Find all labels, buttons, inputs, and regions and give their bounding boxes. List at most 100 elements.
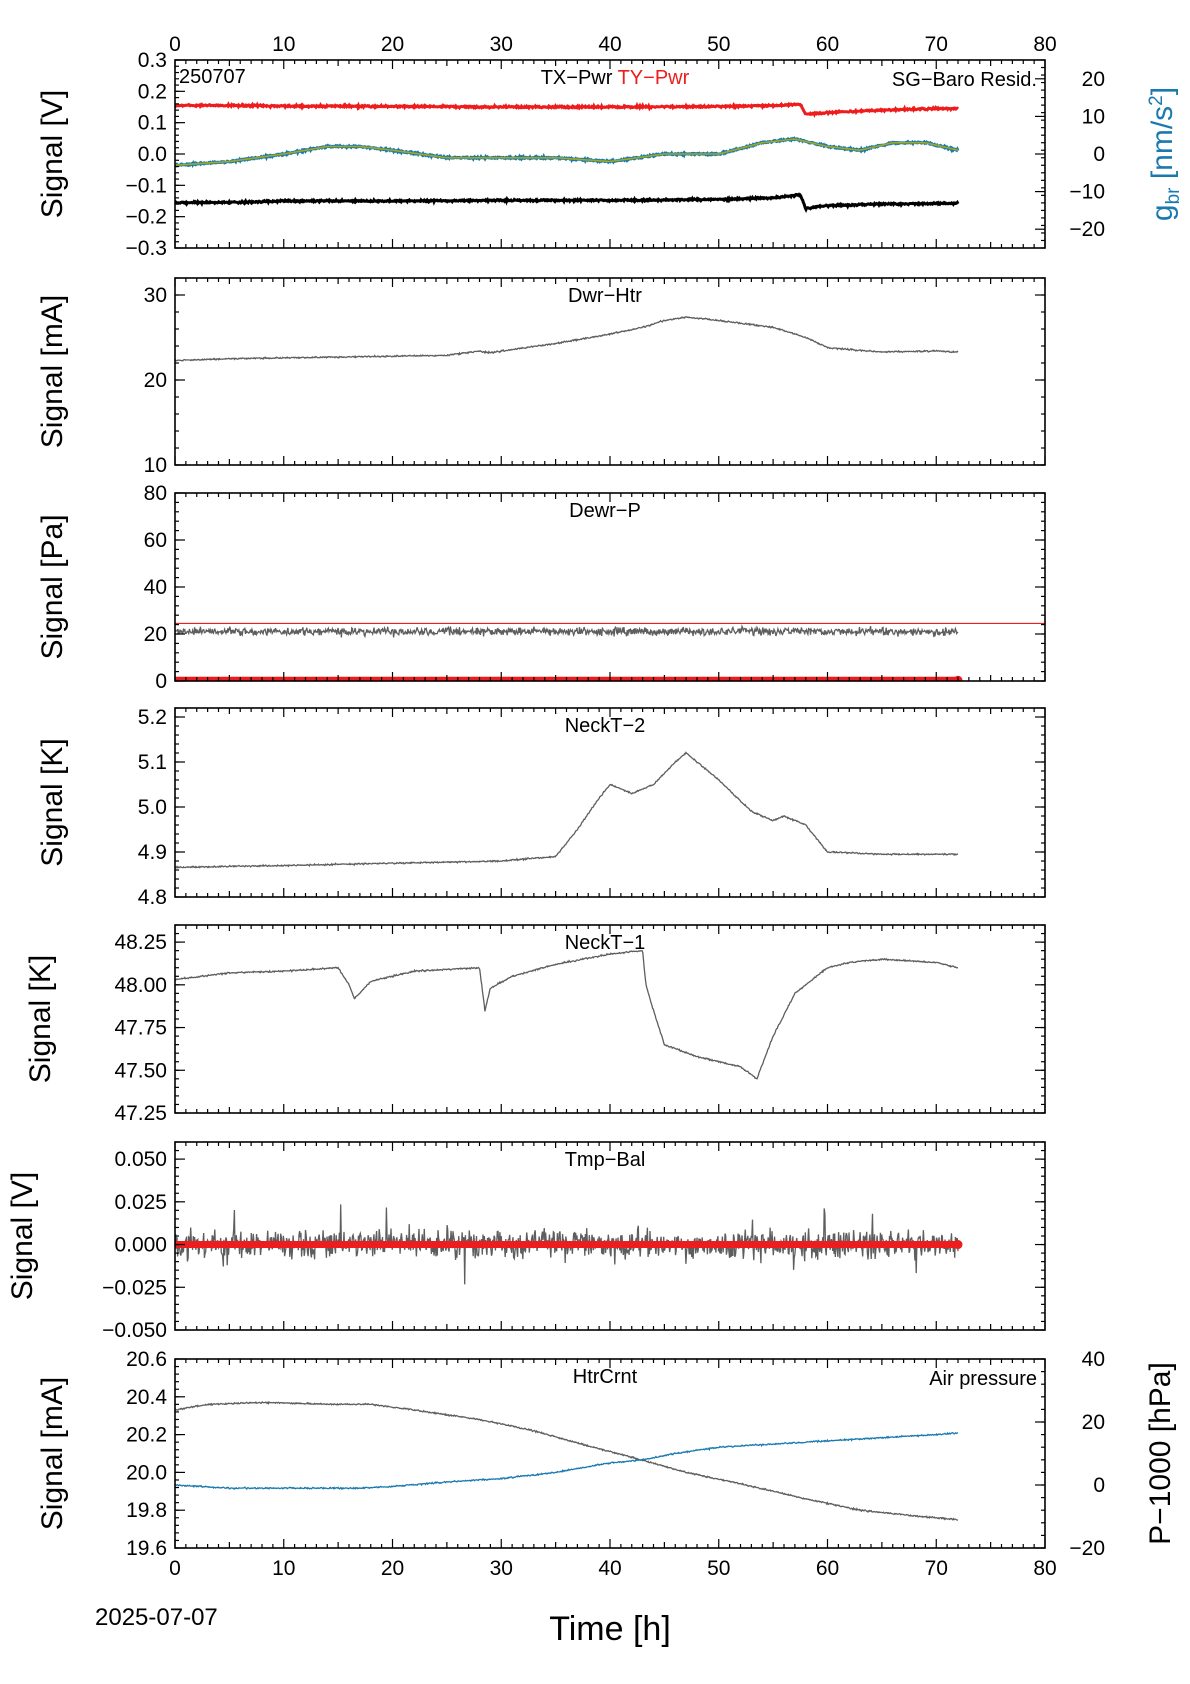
y-tick-label-p4: 4.9 [138,841,167,864]
y-tick-label-p4: 5.2 [138,706,167,729]
panel-p1: −0.3 −0.2 −0.1 0.0 0.1 0.2 0.3 −20 −10 0 10 20 0 10 20… [36,33,1184,260]
x-tick-label-bottom: 40 [598,1557,621,1580]
x-tick-label-top: 40 [598,33,621,56]
series-p6-1-end [953,1240,963,1250]
panel-title-p1: TX−Pwr TY−Pwr [541,67,690,89]
y-right-tick-label-p1: 0 [1093,143,1105,166]
y-axis-label-p1: Signal [V] [36,90,69,218]
panel-right-title-p7: Air pressure [929,1368,1037,1390]
plot-area-p6 [175,1204,963,1285]
x-tick-label-bottom: 50 [707,1557,730,1580]
x-tick-label-top: 60 [816,33,839,56]
date-label: 2025-07-07 [95,1604,218,1631]
panel-p3: 0 20 40 60 80 Signal [Pa] Dewr−P [36,482,1046,693]
y-tick-label-p1: −0.3 [126,237,167,260]
y-right-tick-label-p7: 20 [1082,1411,1105,1434]
panel-title-p5: NeckT−1 [565,932,646,954]
series-p6-0 [175,1204,959,1285]
title-ty: TY−Pwr [618,67,690,89]
y-right-tick-label-p1: 20 [1082,68,1105,91]
panel-p4: 4.8 4.9 5.0 5.1 5.2 Signal [K] NeckT−2 [36,706,1046,909]
x-tick-label-bottom: 30 [490,1557,513,1580]
y-tick-label-p7: 20.2 [126,1424,167,1447]
y-tick-label-p4: 4.8 [138,886,167,909]
y-tick-label-p2: 20 [144,369,167,392]
x-tick-label-top: 0 [169,33,181,56]
x-tick-label-top: 30 [490,33,513,56]
y-axis-label-p4: Signal [K] [36,738,69,866]
x-tick-label-bottom: 60 [816,1557,839,1580]
y-tick-label-p3: 0 [155,670,167,693]
y-right-label-part: g [1146,204,1179,221]
y-right-label-part: ] [1146,87,1179,95]
x-tick-label-bottom: 0 [169,1557,181,1580]
series-p5-0 [175,950,959,1080]
x-tick-label-bottom: 80 [1033,1557,1056,1580]
panel-title-p6: Tmp−Bal [565,1149,646,1171]
y-right-axis-label-p7: P−1000 [hPa] [1144,1362,1177,1545]
y-tick-label-p2: 10 [144,454,167,477]
x-tick-label-top: 50 [707,33,730,56]
series-p2-0 [175,316,959,362]
y-right-tick-label-p7: 40 [1082,1348,1105,1371]
panel-p6: −0.050 −0.025 0.000 0.025 0.050 Signal [V] Tmp… [6,1141,1046,1342]
x-tick-label-top: 70 [925,33,948,56]
panel-title-p4: NeckT−2 [565,715,646,737]
y-right-label-part: br [1163,187,1184,205]
series-p7-1 [175,1431,959,1491]
y-tick-label-p3: 60 [144,529,167,552]
y-tick-label-p1: 0.1 [138,112,167,135]
x-tick-label-top: 10 [272,33,295,56]
y-right-tick-label-p7: 0 [1093,1474,1105,1497]
series-p4-0 [175,751,959,869]
x-axis-label: Time [h] [549,1610,671,1648]
y-tick-label-p1: −0.1 [126,174,167,197]
plot-area-p5 [175,950,959,1080]
plot-area-p7 [175,1400,959,1521]
y-tick-label-p1: 0.0 [138,143,167,166]
y-tick-label-p6: −0.050 [102,1319,167,1342]
panel-p5: 47.25 47.50 47.75 48.00 48.25 Signal [K] NeckT… [24,924,1046,1125]
y-tick-label-p5: 47.25 [114,1102,167,1125]
y-axis-label-p6: Signal [V] [6,1172,39,1300]
y-right-axis-label-p1: gbr [nm/s2] [1146,87,1184,221]
panel-right-title-p1: SG−Baro Resid. [892,69,1037,91]
y-tick-label-p4: 5.1 [138,751,167,774]
y-tick-label-p6: −0.025 [102,1276,167,1299]
y-tick-label-p3: 20 [144,623,167,646]
y-right-label-part: [nm/s [1146,106,1179,188]
panel-title-p7: HtrCrnt [573,1366,638,1388]
y-tick-label-p1: −0.2 [126,206,167,229]
series-p7-0 [175,1400,959,1521]
y-axis-label-p2: Signal [mA] [36,295,69,448]
title-tx: TX−Pwr [541,67,618,89]
y-tick-label-p1: 0.3 [138,49,167,72]
y-right-tick-label-p7: −20 [1069,1537,1105,1560]
x-tick-label-bottom: 10 [272,1557,295,1580]
x-tick-label-bottom: 20 [381,1557,404,1580]
y-axis-label-p5: Signal [K] [24,955,57,1083]
series-p3-0 [175,624,959,639]
plot-area-p4 [175,751,959,869]
y-tick-label-p7: 20.6 [126,1348,167,1371]
y-tick-label-p7: 20.0 [126,1461,167,1484]
y-axis-label-p3: Signal [Pa] [36,514,69,659]
y-tick-label-p7: 19.6 [126,1537,167,1560]
y-tick-label-p7: 19.8 [126,1499,167,1522]
panel-title-p2: Dwr−Htr [568,285,642,307]
x-tick-label-bottom: 70 [925,1557,948,1580]
y-tick-label-p6: 0.000 [114,1234,167,1257]
y-tick-label-p3: 80 [144,482,167,505]
y-tick-label-p5: 47.75 [114,1017,167,1040]
y-tick-label-p6: 0.050 [114,1148,167,1171]
y-right-tick-label-p1: 10 [1082,105,1105,128]
y-right-tick-label-p1: −20 [1069,218,1105,241]
y-right-label-part: 2 [1146,95,1167,106]
y-tick-label-p4: 5.0 [138,796,167,819]
plot-area-p1 [175,101,960,213]
y-tick-label-p2: 30 [144,284,167,307]
panel-title-p3: Dewr−P [569,500,641,522]
y-tick-label-p6: 0.025 [114,1191,167,1214]
y-tick-label-p5: 48.25 [114,931,167,954]
